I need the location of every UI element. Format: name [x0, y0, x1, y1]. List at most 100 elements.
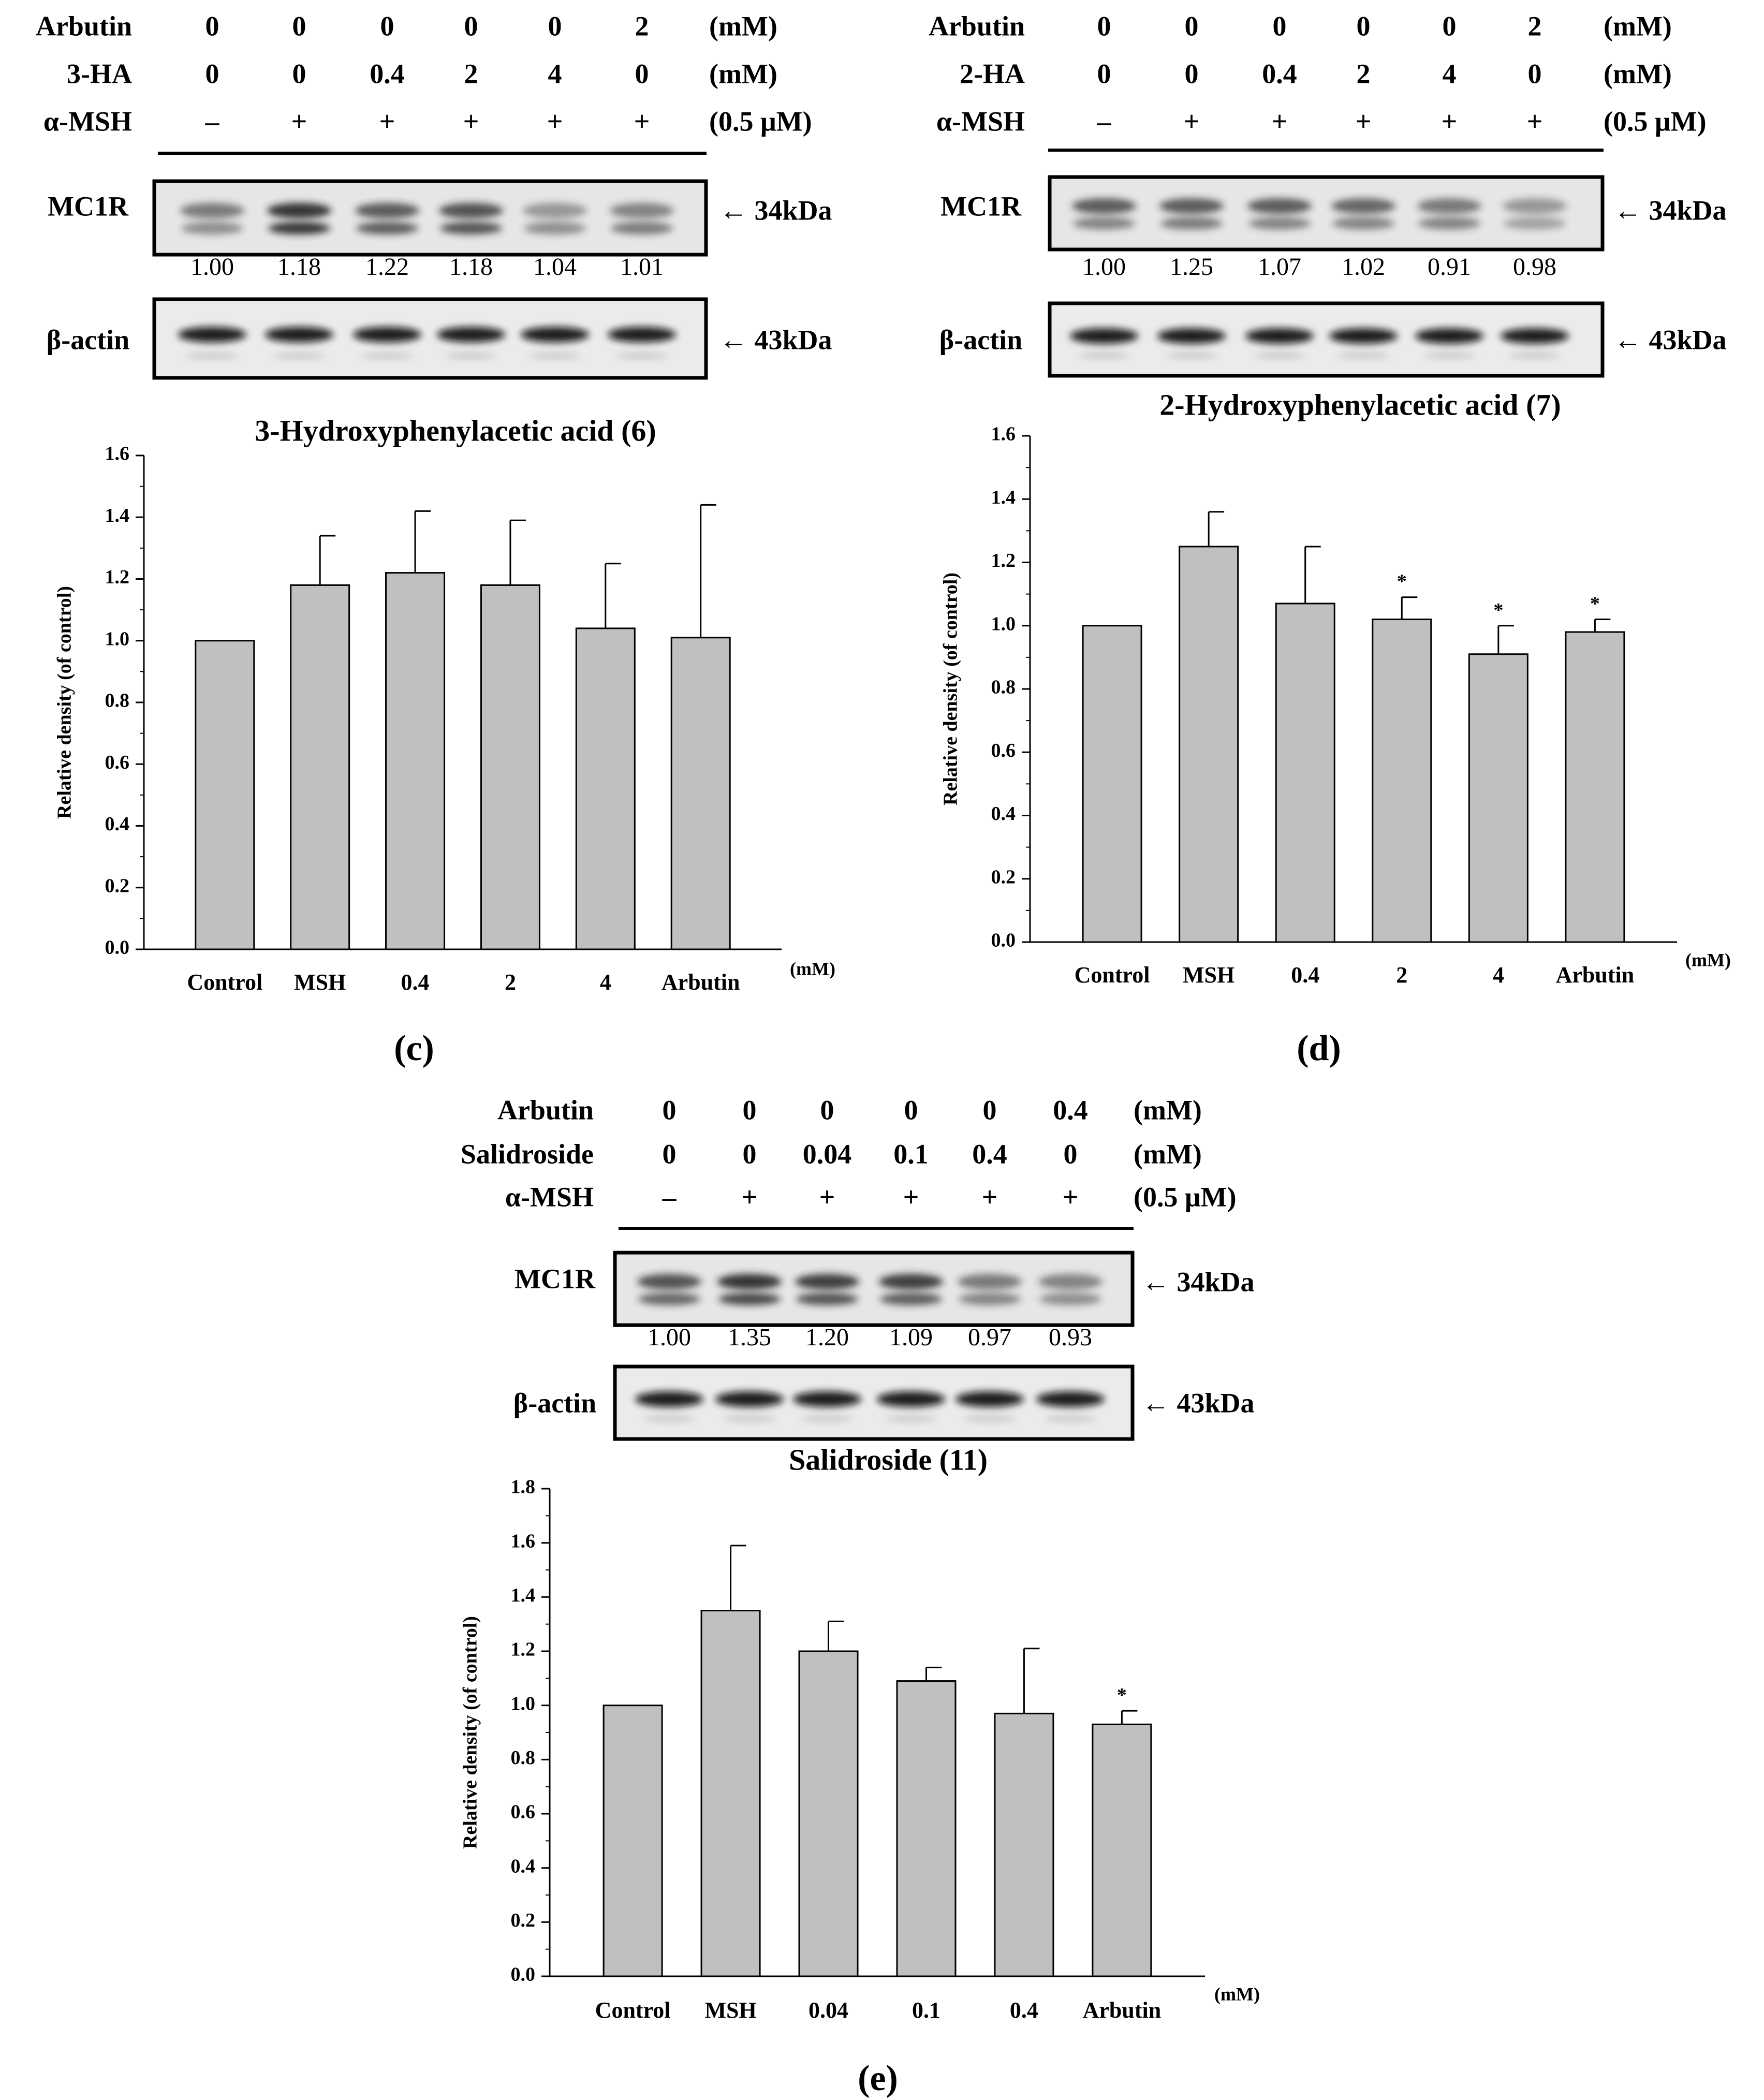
band-quantification: 1.18	[449, 253, 493, 281]
mc1r-band-lower	[718, 1293, 781, 1305]
significance-marker: *	[1397, 571, 1407, 593]
panel-letter: (e)	[858, 2059, 898, 2098]
treatment-value: 0	[1185, 10, 1199, 41]
x-category-label: MSH	[294, 970, 346, 995]
y-tick-label: 1.0	[991, 613, 1016, 635]
actin-band-faint	[273, 353, 325, 359]
mc1r-band-upper	[1503, 198, 1567, 214]
bar-MSH	[290, 584, 350, 950]
mc1r-band-upper	[439, 202, 503, 218]
actin-band	[1245, 328, 1314, 344]
panel-e: Arbutin 0 0 0 0 0 0.4 (mM) Salidroside 0 0 0.04 0.1 0…	[461, 1094, 1255, 2098]
actin-label: β-actin	[47, 324, 129, 355]
treatment-value: 0.4	[1262, 58, 1297, 89]
treatment-value: 0	[743, 1138, 757, 1169]
band-quantification: 1.04	[533, 253, 577, 281]
band-quantification: 1.22	[365, 253, 409, 281]
y-tick-label: 0.6	[105, 752, 130, 773]
treatment-unit: (mM)	[1604, 58, 1672, 89]
mc1r-band-upper	[795, 1274, 859, 1289]
y-tick-label: 1.2	[511, 1639, 536, 1661]
band-quantification: 0.91	[1428, 253, 1471, 281]
x-category-label: Arbutin	[1556, 962, 1635, 988]
actin-band-faint	[1423, 352, 1475, 359]
treatment-label-0: Arbutin	[929, 10, 1025, 41]
treatment-value: 0.04	[803, 1138, 852, 1169]
x-category-label: 0.04	[808, 1998, 848, 2023]
mc1r-band-lower	[268, 222, 330, 234]
treatment-label-1: Salidroside	[461, 1138, 594, 1169]
bar-0.1	[896, 1680, 957, 1977]
bar-MSH	[1179, 546, 1239, 943]
mc1r-band-lower	[1332, 217, 1394, 230]
actin-band	[1157, 328, 1226, 344]
y-tick-label: 0.2	[105, 875, 130, 897]
bar-Control	[195, 640, 255, 950]
treatment-label-1: 3-HA	[67, 58, 132, 89]
treatment-value: 0.4	[1053, 1094, 1088, 1125]
actin-band-faint	[361, 353, 413, 359]
treatment-value: 0	[983, 1094, 997, 1125]
mc1r-band-lower	[796, 1293, 858, 1305]
significance-marker: *	[1590, 593, 1600, 615]
band-quantification: 0.97	[968, 1324, 1011, 1351]
treatment-value: 0	[1357, 10, 1371, 41]
treatment-value: 2	[464, 58, 478, 89]
y-tick-label: 1.4	[105, 505, 130, 526]
treatment-value: 0	[663, 1094, 677, 1125]
treatment-value: 2	[1528, 10, 1542, 41]
treatment-label-2: α-MSH	[505, 1181, 594, 1212]
bar-Arbutin	[1565, 631, 1625, 943]
treatment-value: +	[379, 106, 395, 137]
actin-band	[265, 327, 333, 343]
mc1r-band-lower	[356, 222, 418, 234]
mc1r-band-lower	[524, 222, 586, 234]
band-quantification: 1.00	[1082, 253, 1126, 281]
bar-0.04	[798, 1650, 859, 1977]
bar-Arbutin	[1092, 1723, 1152, 1977]
actin-band	[353, 327, 421, 343]
treatment-label-0: Arbutin	[497, 1094, 594, 1125]
treatment-value: +	[1184, 106, 1200, 137]
actin-size-marker: ← 43kDa	[1614, 324, 1727, 355]
band-quantification: 1.00	[648, 1324, 691, 1351]
band-quantification: 1.09	[889, 1324, 933, 1351]
mc1r-band-upper	[1417, 198, 1481, 214]
x-category-label: MSH	[1183, 962, 1234, 988]
mc1r-label: MC1R	[514, 1263, 596, 1294]
mc1r-band-upper	[958, 1274, 1022, 1289]
y-tick-label: 1.6	[991, 423, 1016, 445]
panel-letter: (c)	[394, 1029, 434, 1068]
bar-0.4	[994, 1712, 1054, 1977]
treatment-value: 0	[1097, 10, 1111, 41]
y-tick-label: 0.8	[511, 1747, 536, 1769]
x-unit-label: (mM)	[1685, 949, 1731, 970]
treatment-value: +	[1063, 1181, 1079, 1212]
actin-band	[1501, 328, 1569, 344]
treatment-value: 0	[820, 1094, 834, 1125]
bar-Control	[602, 1705, 663, 1977]
bar-Arbutin	[670, 637, 731, 950]
treatment-value: +	[982, 1181, 998, 1212]
mc1r-band-lower	[1504, 217, 1566, 230]
treatment-value: +	[634, 106, 650, 137]
treatment-value: 2	[1357, 58, 1371, 89]
treatment-value: 0	[904, 1094, 918, 1125]
actin-band	[877, 1391, 945, 1407]
x-category-label: 2	[1396, 962, 1407, 988]
treatment-unit: (mM)	[709, 58, 777, 89]
treatment-value: 0	[205, 58, 219, 89]
treatment-label-2: α-MSH	[43, 106, 132, 137]
treatment-value: 0	[292, 58, 306, 89]
treatment-unit: (mM)	[1134, 1094, 1202, 1125]
treatment-value: 0	[292, 10, 306, 41]
band-quantification: 1.07	[1258, 253, 1301, 281]
chart-c: 0.0 0.2 0.4 0.6 0.8 1.0 1.2 1.4 1.6 Relative dens…	[54, 443, 835, 995]
treatment-unit: (mM)	[1134, 1138, 1202, 1169]
chart-title: 3-Hydroxyphenylacetic acid (6)	[255, 414, 656, 447]
mc1r-size-marker: ← 34kDa	[719, 195, 832, 226]
y-tick-label: 0.4	[105, 813, 130, 835]
mc1r-blot-box	[1048, 175, 1605, 252]
actin-band-faint	[186, 353, 238, 359]
actin-band-faint	[724, 1415, 775, 1422]
